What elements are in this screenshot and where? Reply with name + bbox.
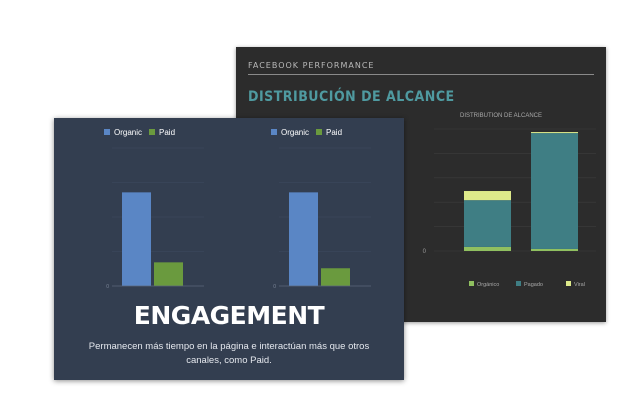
engagement-chart-left: Organic Paid 0 xyxy=(104,128,204,290)
card-title: DISTRIBUCIÓN DE ALCANCE xyxy=(248,89,455,105)
legend-swatch-viral xyxy=(566,281,571,286)
legend-label-paid: Paid xyxy=(159,128,175,137)
bar-orgánico-2 xyxy=(531,248,578,251)
legend-swatch-organic xyxy=(271,129,277,135)
legend-label-orgánico: Orgánico xyxy=(477,282,499,288)
legend-swatch-organic xyxy=(104,129,110,135)
bar-viral-1 xyxy=(464,191,511,201)
legend-label-viral: Viral xyxy=(574,282,585,288)
legend-label-organic: Organic xyxy=(281,128,309,137)
bar-orgánico-1 xyxy=(464,246,511,251)
legend-swatch-pagado xyxy=(516,281,521,286)
legend-label-organic: Organic xyxy=(114,128,142,137)
chart-title: DISTRIBUTION DE ALCANCE xyxy=(460,113,542,119)
bar-pagado-1 xyxy=(464,200,511,247)
legend-label-paid: Paid xyxy=(326,128,342,137)
bar-paid xyxy=(154,262,183,286)
bar-organic xyxy=(122,192,151,286)
y-tick-label: 0 xyxy=(273,284,276,290)
legend-swatch-orgánico xyxy=(469,281,474,286)
header-divider xyxy=(248,74,594,75)
bar-paid xyxy=(321,268,350,286)
legend-label-pagado: Pagado xyxy=(524,282,543,288)
engagement-chart-right: Organic Paid 0 xyxy=(271,128,371,290)
bar-viral-2 xyxy=(531,132,578,134)
reach-distribution-chart: DISTRIBUTION DE ALCANCE 0 Orgánico Pagado Vi… xyxy=(423,113,596,288)
engagement-title: ENGAGEMENT xyxy=(133,301,325,330)
legend-swatch-paid xyxy=(316,129,322,135)
y-tick-label: 0 xyxy=(423,249,427,255)
bar-organic xyxy=(289,192,318,286)
card-header: FACEBOOK PERFORMANCE xyxy=(248,61,375,70)
legend-swatch-paid xyxy=(149,129,155,135)
bar-pagado-2 xyxy=(531,133,578,249)
engagement-description: Permanecen más tiempo en la página e int… xyxy=(88,341,370,366)
engagement-card: Organic Paid 0 Organic Paid 0 ENGAGEMENT Per… xyxy=(54,118,404,380)
y-tick-label: 0 xyxy=(106,284,109,290)
